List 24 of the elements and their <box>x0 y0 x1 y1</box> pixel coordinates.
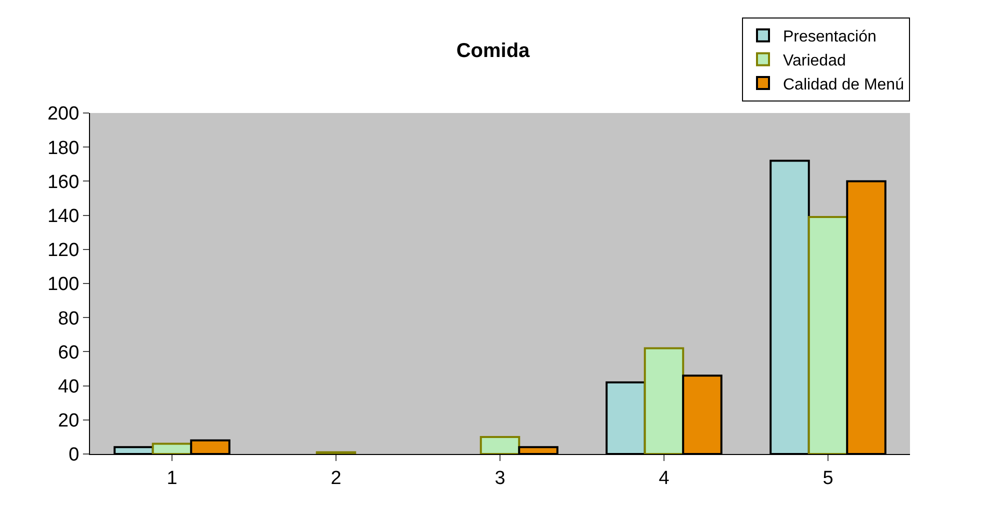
legend-label: Calidad de Menú <box>783 76 904 94</box>
y-tick-label: 200 <box>47 104 80 125</box>
bar <box>644 347 684 454</box>
y-tick-label: 140 <box>47 206 80 227</box>
y-tick-label: 80 <box>58 308 80 330</box>
x-tick-label: 4 <box>658 468 670 489</box>
x-tick-label: 5 <box>822 468 834 489</box>
y-tick-label: 160 <box>47 172 80 193</box>
y-tick-label: 0 <box>68 444 80 466</box>
y-tick-label: 20 <box>58 410 80 432</box>
legend-label: Variedad <box>783 52 846 70</box>
bar <box>152 442 192 454</box>
y-tick-label: 40 <box>58 376 80 398</box>
x-tick-label: 2 <box>330 468 342 489</box>
y-tick-label: 180 <box>47 138 80 159</box>
chart-title: Comida <box>456 40 531 62</box>
y-tick-label: 60 <box>58 342 80 364</box>
y-tick-label: 100 <box>47 274 80 296</box>
bar <box>480 436 520 454</box>
x-tick-label: 1 <box>166 468 178 489</box>
y-tick-label: 120 <box>47 240 80 262</box>
legend-label: Presentación <box>783 28 876 46</box>
x-tick-label: 3 <box>494 468 506 489</box>
bar <box>808 216 848 454</box>
